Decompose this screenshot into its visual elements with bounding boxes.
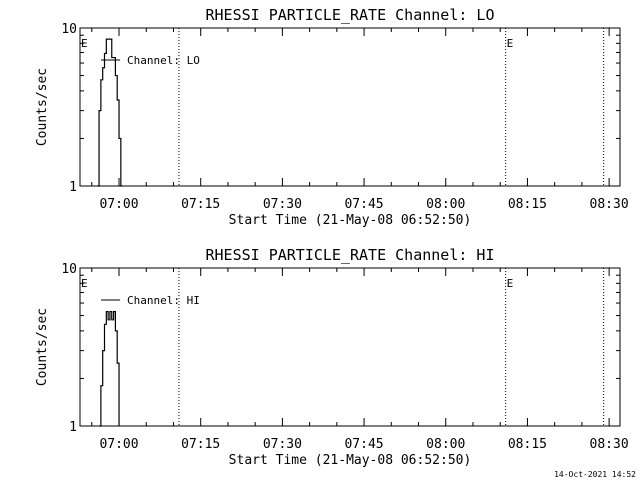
x-tick-label: 08:30 — [590, 197, 629, 212]
x-tick-label: 08:15 — [508, 197, 547, 212]
chart-title: RHESSI PARTICLE_RATE Channel: HI — [206, 246, 495, 264]
x-tick-label: 07:30 — [263, 437, 302, 452]
x-tick-label: 08:00 — [426, 437, 465, 452]
time-marker-label: E — [507, 277, 514, 290]
y-tick-label: 10 — [61, 262, 77, 277]
plot-frame — [79, 267, 621, 427]
legend-label: Channel: LO — [127, 54, 200, 67]
y-tick-label: 1 — [69, 180, 77, 195]
x-tick-label: 08:30 — [590, 437, 629, 452]
x-tick-label: 07:45 — [344, 437, 383, 452]
x-axis-label: Start Time (21-May-08 06:52:50) — [229, 453, 472, 468]
y-tick-label: 10 — [61, 22, 77, 37]
y-tick-label: 1 — [69, 420, 77, 435]
plot-frame — [79, 27, 621, 187]
x-tick-label: 07:15 — [181, 437, 220, 452]
x-tick-label: 07:45 — [344, 197, 383, 212]
x-tick-label: 08:15 — [508, 437, 547, 452]
legend-label: Channel: HI — [127, 294, 200, 307]
time-marker-label: E — [81, 37, 88, 50]
plot-timestamp: 14-Oct-2021 14:52 — [554, 470, 636, 479]
x-tick-label: 07:30 — [263, 197, 302, 212]
x-tick-label: 07:00 — [99, 437, 138, 452]
panel-lo: RHESSI PARTICLE_RATE Channel: LO Start Ti… — [35, 6, 629, 228]
x-tick-label: 07:15 — [181, 197, 220, 212]
y-axis-label: Counts/sec — [35, 308, 50, 386]
data-series-line — [97, 38, 123, 187]
panel-hi: RHESSI PARTICLE_RATE Channel: HI Start Ti… — [35, 246, 629, 468]
time-marker-label: E — [81, 277, 88, 290]
x-tick-label: 07:00 — [99, 197, 138, 212]
y-axis-label: Counts/sec — [35, 68, 50, 146]
data-series-line — [99, 310, 120, 427]
chart-title: RHESSI PARTICLE_RATE Channel: LO — [206, 6, 495, 24]
x-tick-label: 08:00 — [426, 197, 465, 212]
x-axis-label: Start Time (21-May-08 06:52:50) — [229, 213, 472, 228]
time-marker-label: E — [507, 37, 514, 50]
